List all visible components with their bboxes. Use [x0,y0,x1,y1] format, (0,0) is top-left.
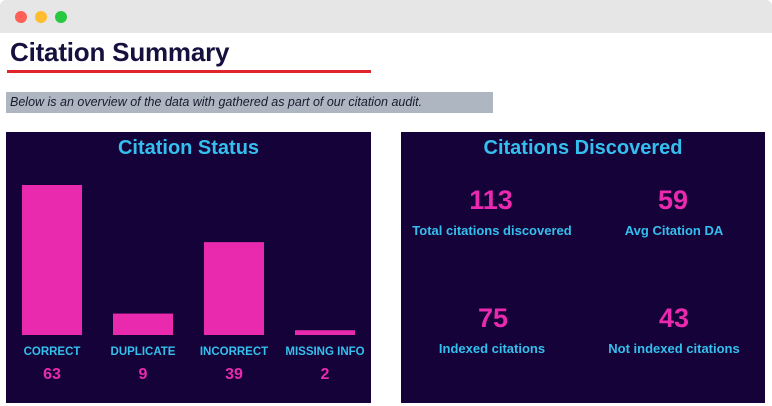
value-label-duplicate: 9 [139,366,148,383]
not-indexed-citations-value: 43 [658,303,690,333]
category-label-duplicate: DUPLICATE [111,346,176,358]
value-label-correct: 63 [43,366,61,383]
intro-text: Below is an overview of the data with ga… [10,95,423,109]
total-citations-value: 113 [469,185,513,215]
maximize-window-button[interactable] [55,11,67,23]
window-titlebar [0,0,772,33]
close-window-button[interactable] [15,11,27,23]
citation-status-panel: CORRECT 63 DUPLICATE 9 INCORRECT 39 MISSING IN… [6,132,371,403]
bar-correct [22,185,82,335]
intro-banner: Below is an overview of the data with ga… [6,92,493,113]
bar-incorrect [204,242,264,335]
citation-status-title: Citation Status [117,137,260,159]
citations-discovered-title: Citations Discovered [483,137,683,159]
indexed-citations-label: Indexed citations [438,341,546,356]
category-label-missing-info: MISSING INFO [285,346,364,358]
avg-citation-da-label: Avg Citation DA [624,223,724,238]
bar-duplicate [113,313,173,335]
avg-citation-da-value: 59 [657,185,689,215]
category-label-correct: CORRECT [24,346,81,358]
minimize-window-button[interactable] [35,11,47,23]
not-indexed-citations-label: Not indexed citations [608,341,740,356]
title-underline [7,70,371,73]
bar-missing-info [295,330,355,335]
page-title: Citation Summary [10,37,230,67]
value-label-missing-info: 2 [321,366,330,383]
value-label-incorrect: 39 [225,366,243,383]
indexed-citations-value: 75 [477,303,509,333]
category-label-incorrect: INCORRECT [200,346,268,358]
total-citations-label: Total citations discovered [412,223,572,238]
citation-status-chart: CORRECT 63 DUPLICATE 9 INCORRECT 39 MISSING IN… [22,185,365,383]
citations-discovered-panel: Citations Discovered 113 Total citations… [401,132,765,403]
